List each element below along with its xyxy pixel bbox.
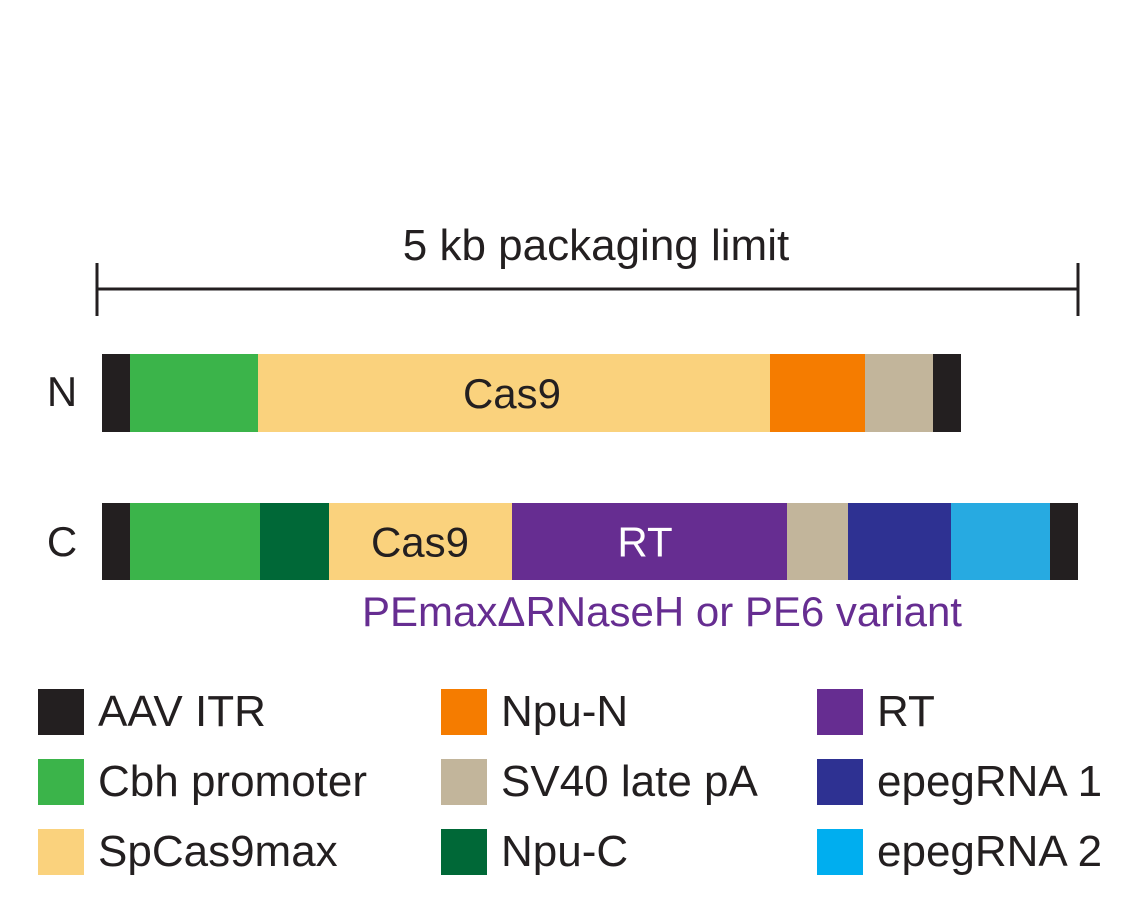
segment-n-sv40-late-pa-4: [865, 354, 933, 432]
segment-c-epegrna-1-6: [848, 503, 951, 580]
segment-c-aav-itr-8: [1050, 503, 1078, 580]
segment-n-aav-itr-5: [933, 354, 961, 432]
segment-n-spcas9max-2: [258, 354, 770, 432]
row-label-c: C: [47, 518, 77, 565]
segment-c-npu-c-2: [260, 503, 329, 580]
segment-label-n-cas9: Cas9: [463, 370, 561, 417]
segment-c-aav-itr-0: [102, 503, 130, 580]
packaging-limit-scale: 5 kb packaging limit: [95, 221, 1080, 316]
segment-c-cbh-promoter-1: [130, 503, 260, 580]
segment-n-cbh-promoter-1: [130, 354, 258, 432]
segment-c-sv40-late-pa-5: [787, 503, 848, 580]
segment-c-epegrna-2-7: [951, 503, 1050, 580]
segment-c-spcas9max-3: [329, 503, 512, 580]
segment-c-rt-4: [512, 503, 787, 580]
rt-variant-annotation: PEmaxΔRNaseH or PE6 variant: [362, 588, 962, 635]
segment-n-aav-itr-0: [102, 354, 130, 432]
segment-label-c-rt: RT: [617, 519, 672, 566]
segment-label-c-cas9: Cas9: [371, 519, 469, 566]
segment-n-npu-n-3: [770, 354, 865, 432]
packaging-limit-label: 5 kb packaging limit: [403, 221, 789, 270]
construct-n: Cas9: [102, 354, 961, 432]
construct-c: Cas9 RT: [102, 503, 1078, 580]
row-label-n: N: [47, 368, 77, 415]
